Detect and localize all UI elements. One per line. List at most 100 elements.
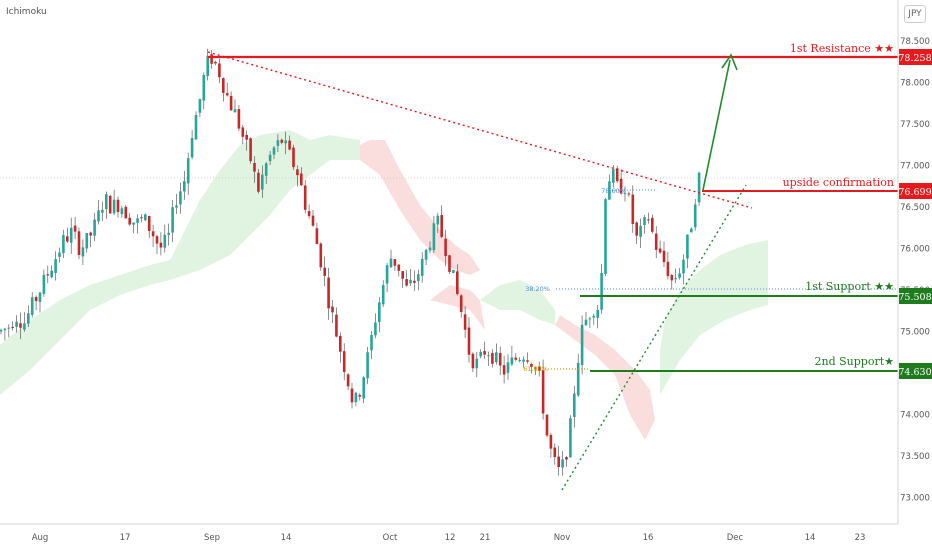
- candle-body: [307, 211, 311, 217]
- candle-body: [335, 314, 338, 337]
- support-1-price: 75.508: [898, 292, 931, 303]
- resistance-1-label: 1st Resistance ★★: [790, 42, 894, 55]
- candle-body: [346, 374, 350, 387]
- candle-body: [619, 178, 623, 194]
- candle-body: [674, 278, 677, 280]
- cloud-bear-right: [430, 285, 485, 330]
- candle-body: [85, 232, 89, 249]
- candle-body: [233, 109, 237, 113]
- candle-body: [693, 204, 697, 228]
- candle-body: [225, 93, 229, 96]
- candle-body: [631, 194, 635, 224]
- candle-body: [218, 63, 221, 78]
- candle-body: [350, 388, 354, 403]
- support-2-price: 74.630: [898, 367, 931, 378]
- descending-trendline: [207, 51, 753, 209]
- candle-body: [518, 360, 521, 362]
- candle-body: [101, 209, 104, 213]
- candle-body: [467, 327, 471, 355]
- fib-label-78: 78.60%: [601, 187, 626, 195]
- candle-body: [374, 322, 377, 336]
- upside-arrow: [702, 59, 731, 191]
- candle-body: [268, 154, 272, 162]
- candle-body: [257, 172, 260, 192]
- price-tick-0: 78.500: [900, 37, 930, 47]
- candle-body: [491, 352, 494, 364]
- time-tick-5: 12: [445, 533, 456, 543]
- candle-body: [315, 228, 319, 245]
- candle-body: [565, 457, 568, 460]
- candle-body: [245, 134, 248, 140]
- candle-body: [288, 140, 291, 150]
- candle-body: [140, 217, 143, 219]
- candle-body: [424, 249, 428, 260]
- candle-body: [222, 78, 225, 93]
- candle-body: [623, 193, 627, 195]
- candle-body: [93, 219, 96, 236]
- candle-body: [584, 319, 588, 326]
- candle-body: [487, 355, 490, 357]
- candle-body: [175, 205, 178, 208]
- candle-body: [569, 418, 572, 458]
- candle-body: [38, 292, 42, 302]
- candle-body: [502, 365, 506, 375]
- candle-body: [389, 258, 393, 268]
- upside-price-box: [899, 183, 932, 199]
- candle-body: [534, 367, 537, 369]
- candle-body: [428, 247, 432, 251]
- candle-body: [50, 270, 53, 278]
- price-tick-5: 76.000: [900, 244, 930, 254]
- candle-body: [331, 306, 334, 313]
- time-tick-2: Sep: [204, 533, 220, 543]
- price-tick-7: 75.000: [900, 327, 930, 337]
- candle-body: [58, 252, 61, 257]
- candle-body: [264, 163, 268, 176]
- candle-body: [108, 195, 112, 214]
- candle-body: [296, 169, 299, 176]
- candle-body: [159, 242, 163, 248]
- candle-body: [327, 277, 330, 309]
- candle-body: [23, 323, 26, 330]
- candle-body: [452, 270, 455, 273]
- candle-body: [483, 350, 486, 355]
- candle-body: [202, 74, 206, 101]
- candle-body: [498, 353, 502, 366]
- candle-body: [651, 217, 654, 232]
- candle-body: [284, 140, 287, 144]
- arrow-head: [721, 53, 738, 71]
- candle-body: [210, 54, 213, 64]
- indicator-label[interactable]: Ichimoku: [6, 7, 47, 17]
- candle-body: [73, 225, 77, 232]
- candle-body: [11, 326, 14, 328]
- candle-body: [522, 359, 525, 362]
- candle-body: [81, 247, 85, 257]
- candle-body: [635, 222, 638, 236]
- candle-body: [557, 456, 560, 468]
- candle-body: [690, 228, 693, 233]
- time-tick-1: 17: [120, 533, 131, 543]
- candle-body: [69, 227, 73, 243]
- candle-body: [15, 321, 18, 327]
- candle-body: [615, 168, 619, 182]
- candle-body: [495, 352, 498, 363]
- candle-body: [510, 357, 514, 365]
- support-1-price-box: [899, 288, 932, 304]
- candle-body: [163, 234, 167, 248]
- price-tick-1: 78.000: [900, 78, 930, 88]
- currency-button[interactable]: JPY: [904, 5, 926, 23]
- candle-body: [358, 394, 362, 397]
- fib-label-61: 61.80%: [523, 365, 548, 373]
- candle-body: [549, 434, 553, 449]
- cloud-bull-mid: [170, 130, 360, 280]
- candle-body: [647, 219, 650, 221]
- candle-body: [253, 162, 256, 172]
- candle-body: [54, 259, 57, 273]
- candle-body: [588, 318, 592, 320]
- candle-body: [370, 335, 373, 351]
- candle-body: [66, 236, 69, 242]
- time-axis[interactable]: Aug 17 Sep 14 Oct 12 21 Nov 16 Dec 14 23: [32, 533, 866, 543]
- candle-body: [206, 55, 209, 76]
- candle-body: [323, 267, 326, 276]
- upside-price: 76.699: [898, 187, 931, 198]
